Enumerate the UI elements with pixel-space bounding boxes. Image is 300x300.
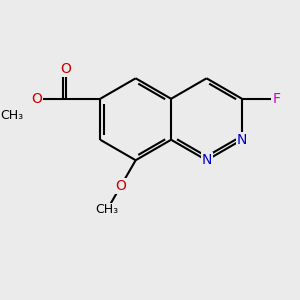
Text: CH₃: CH₃ bbox=[0, 109, 23, 122]
Text: O: O bbox=[31, 92, 42, 106]
Text: N: N bbox=[201, 153, 212, 167]
Text: F: F bbox=[272, 92, 280, 106]
Text: N: N bbox=[237, 133, 247, 147]
Text: CH₃: CH₃ bbox=[95, 203, 119, 216]
Text: O: O bbox=[116, 179, 126, 193]
Text: O: O bbox=[61, 62, 71, 76]
